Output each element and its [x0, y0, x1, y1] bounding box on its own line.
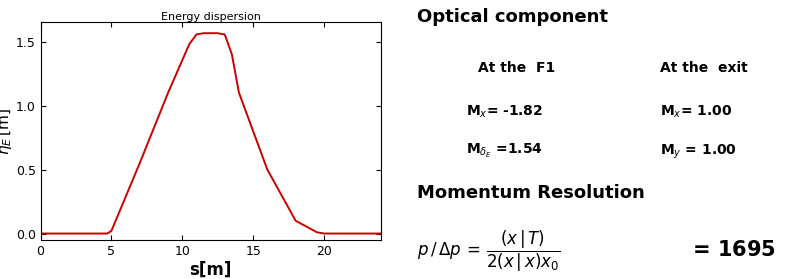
Text: M$_x$= -1.82: M$_x$= -1.82: [466, 103, 543, 120]
Text: $\mathbf{=\,1695}$: $\mathbf{=\,1695}$: [688, 240, 776, 260]
Y-axis label: $\eta_E\,[\mathrm{m}]$: $\eta_E\,[\mathrm{m}]$: [0, 108, 15, 155]
Text: At the  F1: At the F1: [478, 61, 555, 75]
X-axis label: s[m]: s[m]: [190, 261, 232, 278]
Title: Energy dispersion: Energy dispersion: [160, 11, 261, 21]
Text: M$_{\delta_E}$ =1.54: M$_{\delta_E}$ =1.54: [466, 142, 543, 160]
Text: At the  exit: At the exit: [660, 61, 748, 75]
Text: $p\,/\,\Delta p\,=\,\dfrac{(x\,|\,T)}{2(x\,|\,x)x_0}$: $p\,/\,\Delta p\,=\,\dfrac{(x\,|\,T)}{2(…: [417, 229, 561, 274]
Text: Momentum Resolution: Momentum Resolution: [417, 184, 645, 202]
Text: M$_y$ = 1.00: M$_y$ = 1.00: [660, 142, 737, 161]
Text: Optical component: Optical component: [417, 8, 608, 27]
Text: M$_x$= 1.00: M$_x$= 1.00: [660, 103, 732, 120]
